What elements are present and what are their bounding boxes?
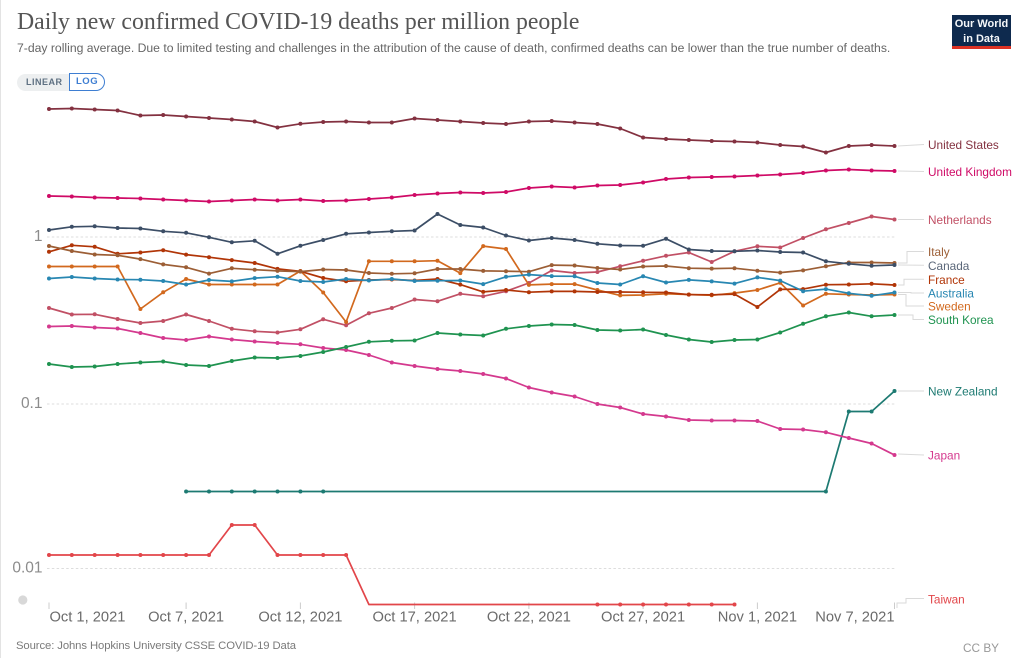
svg-text:Oct 17, 2021: Oct 17, 2021: [373, 610, 457, 626]
svg-text:Nov 7, 2021: Nov 7, 2021: [815, 610, 894, 626]
svg-text:South Korea: South Korea: [928, 313, 994, 327]
svg-text:Nov 1, 2021: Nov 1, 2021: [718, 610, 797, 626]
svg-text:0.1: 0.1: [21, 395, 43, 412]
svg-text:Oct 22, 2021: Oct 22, 2021: [487, 610, 571, 626]
svg-text:Oct 27, 2021: Oct 27, 2021: [601, 610, 685, 626]
svg-text:Sweden: Sweden: [928, 300, 971, 314]
svg-text:Oct 1, 2021: Oct 1, 2021: [50, 610, 126, 626]
svg-text:United States: United States: [928, 138, 999, 152]
svg-text:Italy: Italy: [928, 245, 950, 259]
svg-text:1: 1: [34, 228, 43, 245]
svg-text:Taiwan: Taiwan: [928, 593, 965, 607]
svg-text:New Zealand: New Zealand: [928, 385, 998, 399]
svg-text:France: France: [928, 273, 965, 287]
svg-text:Canada: Canada: [928, 259, 970, 273]
svg-text:Oct 12, 2021: Oct 12, 2021: [258, 610, 342, 626]
svg-text:Oct 7, 2021: Oct 7, 2021: [148, 610, 224, 626]
svg-text:United Kingdom: United Kingdom: [928, 165, 1012, 179]
svg-text:Australia: Australia: [928, 287, 974, 301]
svg-text:Netherlands: Netherlands: [928, 213, 992, 227]
svg-text:0.01: 0.01: [12, 560, 42, 577]
svg-text:Japan: Japan: [928, 449, 960, 463]
